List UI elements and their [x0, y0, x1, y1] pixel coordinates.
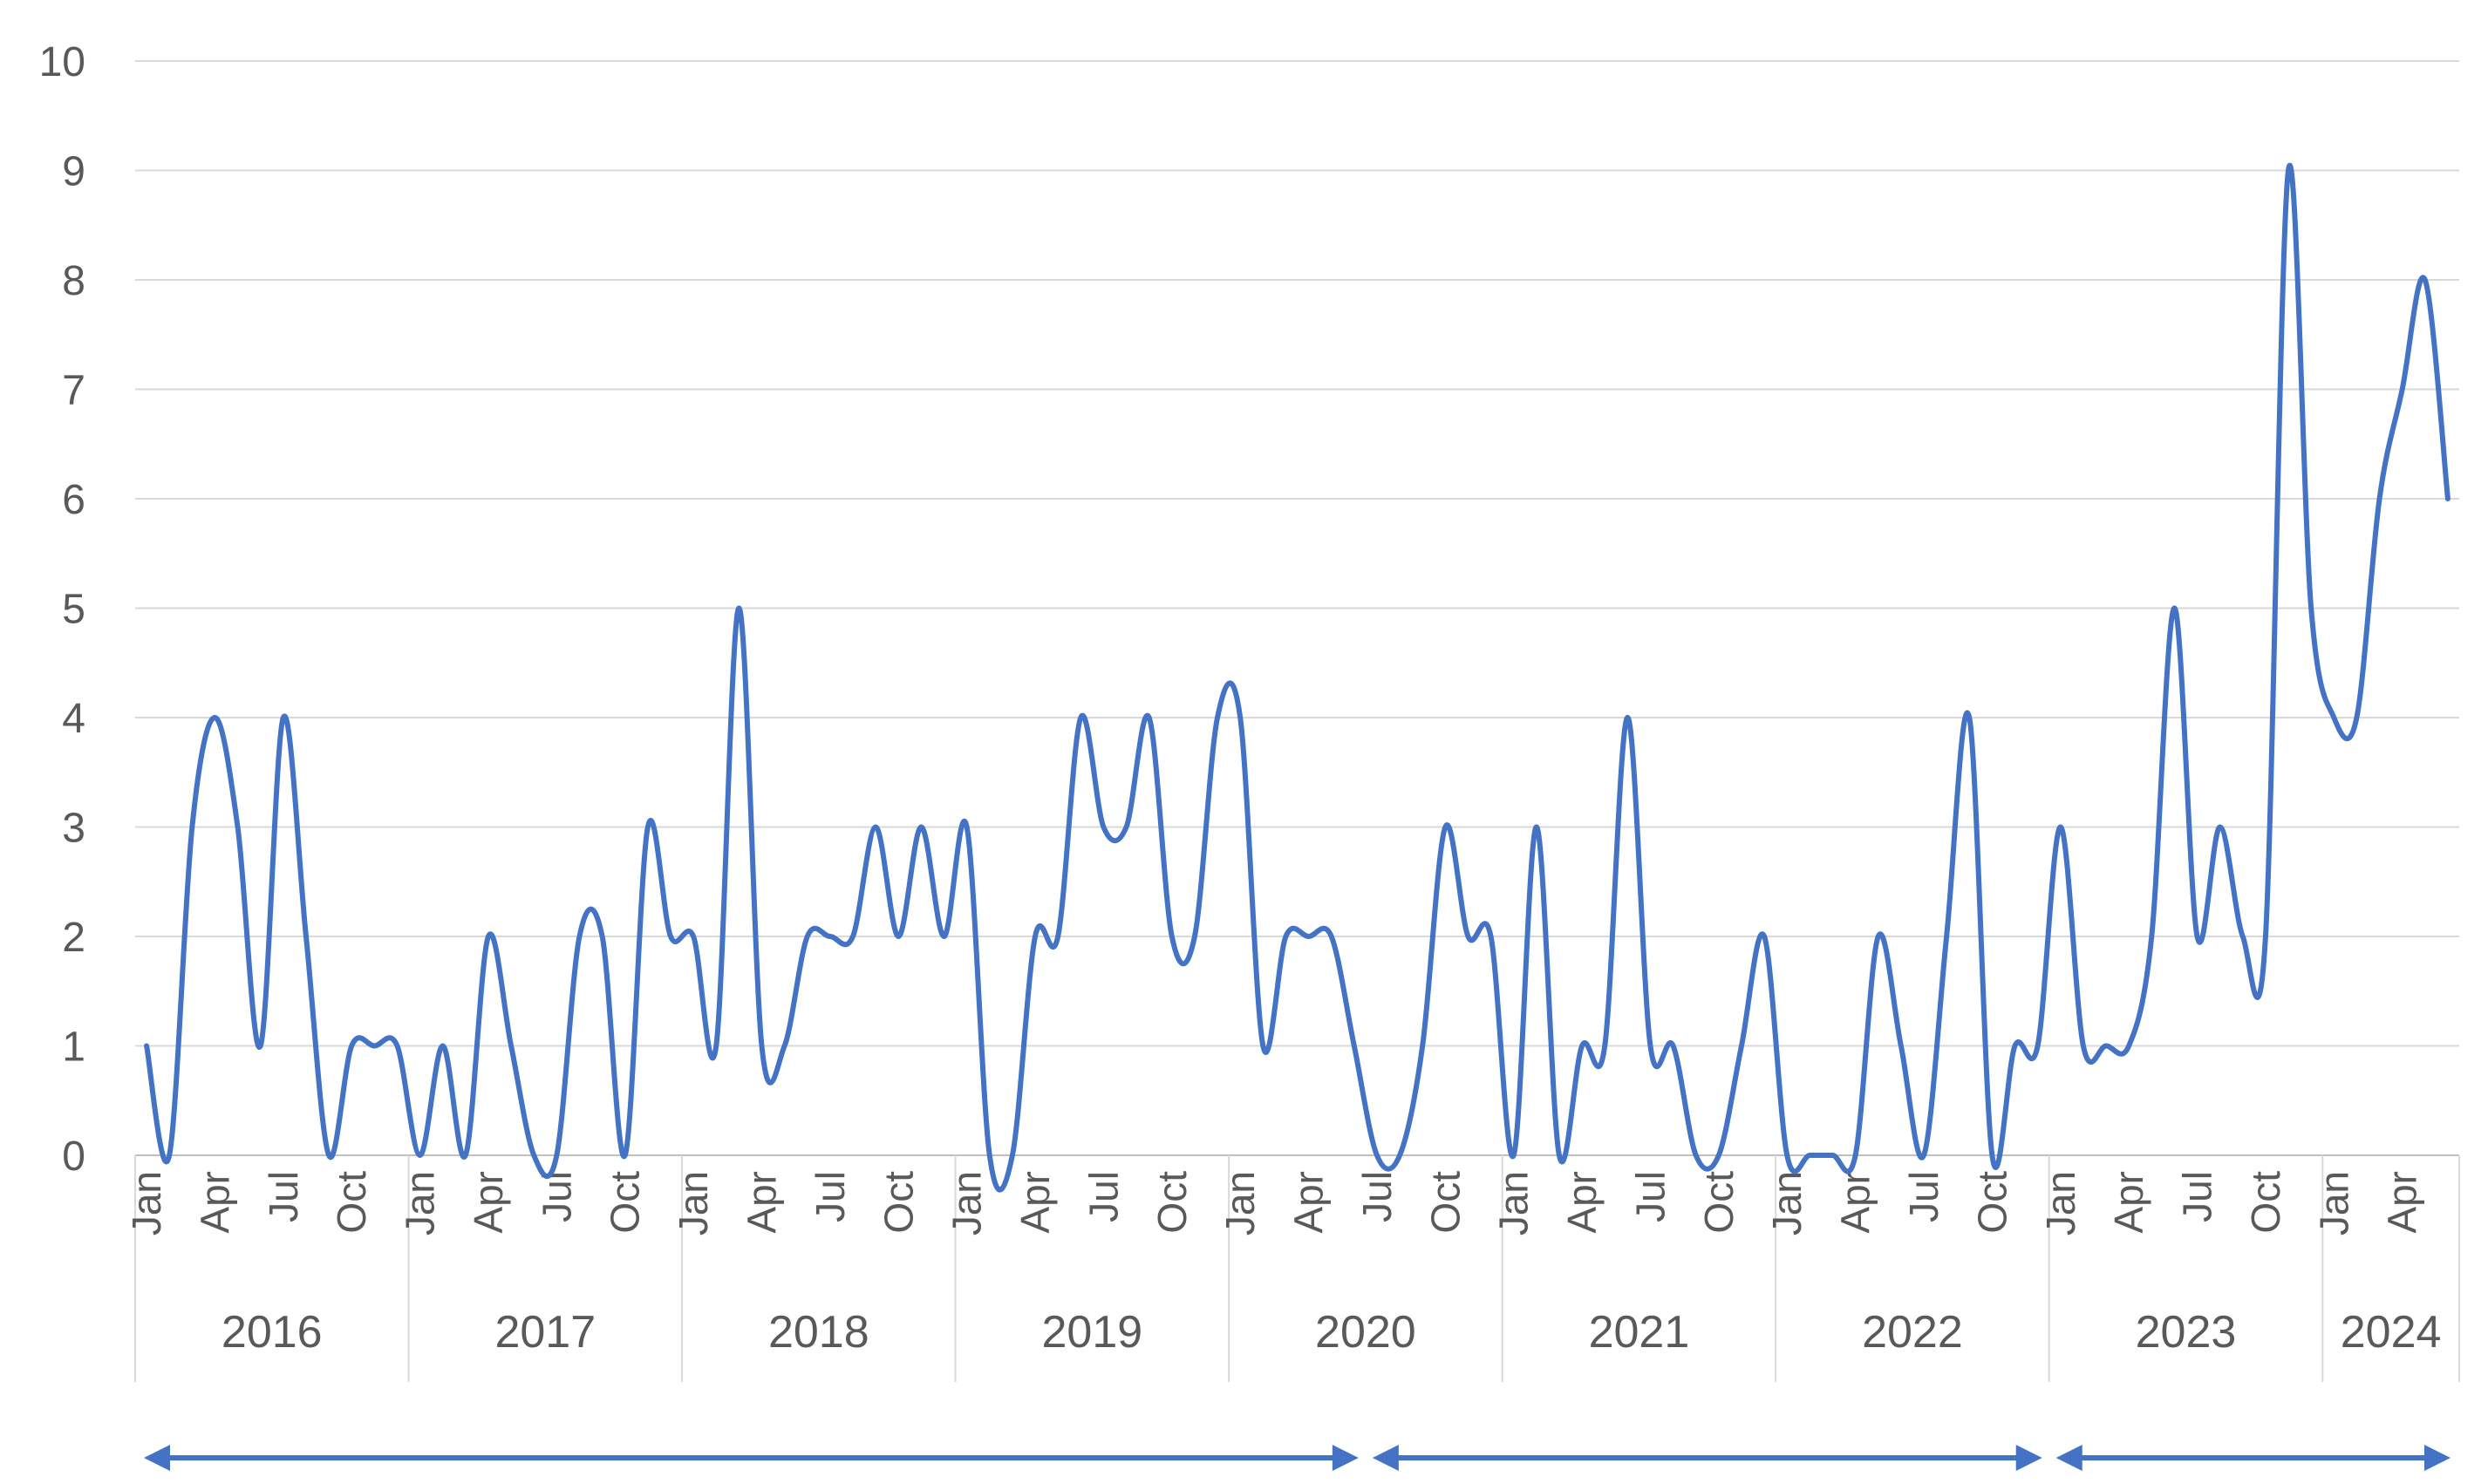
x-tick-label: Oct [1422, 1171, 1468, 1234]
x-axis [134, 1154, 2460, 1382]
x-tick-label: Apr [1559, 1171, 1605, 1234]
year-label: 2017 [494, 1307, 596, 1358]
x-tick-label: Apr [192, 1171, 237, 1234]
x-tick-label: Apr [466, 1171, 511, 1234]
x-tick-label: Apr [740, 1171, 785, 1234]
x-tick-label: Jul [261, 1171, 306, 1222]
period-arrows [144, 1445, 2451, 1471]
year-label: 2024 [2341, 1307, 2442, 1358]
x-tick-label: Jan [398, 1171, 443, 1236]
x-tick-label: Jul [1080, 1171, 1126, 1222]
x-tick-label: Oct [1149, 1171, 1195, 1234]
x-tick-label: Oct [1696, 1171, 1742, 1234]
x-tick-label: Jul [1901, 1171, 1946, 1222]
x-tick-label: Jan [1217, 1171, 1263, 1236]
x-tick-label: Jul [808, 1171, 853, 1222]
x-tick-label: Jan [944, 1171, 990, 1236]
arrow-head-left [144, 1445, 170, 1471]
x-tick-label: Oct [329, 1171, 374, 1234]
x-tick-label: Jan [1491, 1171, 1537, 1236]
y-tick-label: 9 [62, 149, 85, 195]
x-tick-label: Jul [1354, 1171, 1400, 1222]
x-tick-label: Apr [2106, 1171, 2151, 1234]
x-tick-label: Jan [124, 1171, 169, 1236]
arrow-head-right [2015, 1445, 2042, 1471]
x-tick-label: Jan [2038, 1171, 2083, 1236]
x-axis-month-labels: Jan Apr Jul Oct Jan Apr Jul Oct Jan Apr Jul Oct Jan A… [124, 1171, 2425, 1236]
x-tick-label: Oct [876, 1171, 921, 1234]
y-tick-label: 8 [62, 258, 85, 304]
x-tick-label: Jul [534, 1171, 579, 1222]
year-label: 2023 [2136, 1307, 2237, 1358]
x-tick-label: Jan [2311, 1171, 2356, 1236]
x-tick-label: Jul [1627, 1171, 1673, 1222]
year-label: 2020 [1315, 1307, 1416, 1358]
year-label: 2018 [768, 1307, 869, 1358]
arrow-head-right [1332, 1445, 1359, 1471]
series-layer [144, 162, 2451, 1193]
series-line [144, 162, 2451, 1193]
y-tick-label: 0 [62, 1133, 85, 1180]
x-tick-label: Jan [671, 1171, 716, 1236]
gridlines [135, 60, 2459, 1047]
y-tick-label: 3 [62, 806, 85, 852]
year-label: 2022 [1862, 1307, 1963, 1358]
arrow-head-left [2055, 1445, 2082, 1471]
year-label: 2021 [1589, 1307, 1690, 1358]
x-tick-label: Jan [1764, 1171, 1810, 1236]
x-tick-label: Oct [1969, 1171, 2014, 1234]
period-arrow-2 [1372, 1445, 2042, 1471]
x-tick-label: Jul [2175, 1171, 2220, 1222]
arrow-head-left [1372, 1445, 1399, 1471]
year-label: 2016 [222, 1307, 323, 1358]
year-label: 2019 [1042, 1307, 1143, 1358]
y-tick-label: 10 [39, 39, 85, 85]
x-tick-label: Apr [1833, 1171, 1878, 1234]
y-tick-label: 4 [62, 696, 85, 742]
arrow-head-right [2424, 1445, 2451, 1471]
x-tick-label: Oct [2243, 1171, 2288, 1234]
period-arrow-3 [2055, 1445, 2451, 1471]
y-tick-label: 7 [62, 368, 85, 414]
y-axis-ticks: 0 1 2 3 4 5 6 7 8 9 10 [39, 39, 85, 1180]
y-tick-label: 5 [62, 587, 85, 633]
period-arrow-1 [144, 1445, 1359, 1471]
x-axis-year-labels: 2016 2017 2018 2019 2020 2021 2022 2023 2024 [222, 1307, 2442, 1358]
y-tick-label: 1 [62, 1025, 85, 1071]
x-tick-label: Apr [1012, 1171, 1058, 1234]
x-tick-label: Oct [603, 1171, 648, 1234]
y-tick-label: 2 [62, 915, 85, 961]
x-tick-label: Apr [1286, 1171, 1332, 1234]
x-tick-label: Apr [2380, 1171, 2425, 1234]
y-tick-label: 6 [62, 477, 85, 523]
